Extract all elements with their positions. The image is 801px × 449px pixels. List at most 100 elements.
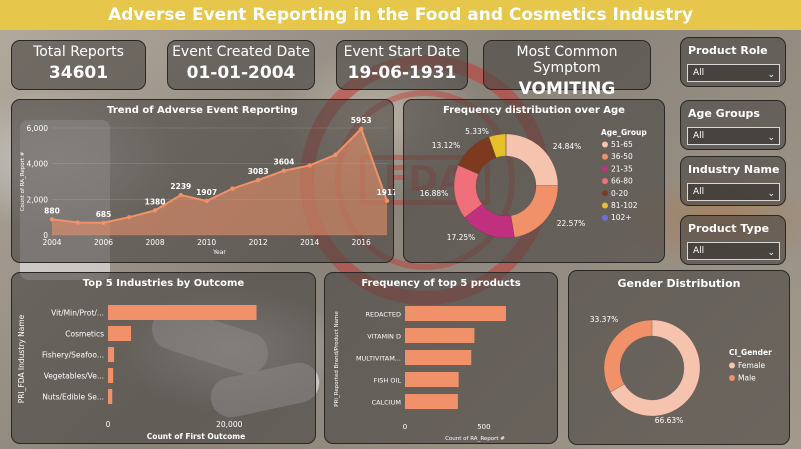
kpi-label: Event Start Date bbox=[343, 44, 461, 60]
slicer-product-type: Product Type All ⌄ bbox=[680, 215, 786, 265]
y-axis-label: PRI_Reported Brand/Product Name bbox=[334, 311, 340, 407]
area-fill bbox=[52, 128, 387, 235]
legend-marker bbox=[602, 165, 608, 172]
kpi-value: 01-01-2004 bbox=[186, 63, 296, 83]
chevron-down-icon: ⌄ bbox=[767, 248, 775, 258]
kpi-label: Event Created Date bbox=[172, 44, 310, 60]
legend-label: Female bbox=[738, 361, 766, 370]
x-tick-label: 2010 bbox=[197, 238, 216, 247]
data-label: 3604 bbox=[273, 158, 294, 167]
kpi-value: VOMITING bbox=[518, 79, 616, 99]
kpi-event-start-date: Event Start Date 19-06-1931 bbox=[336, 40, 468, 90]
pie-slice bbox=[488, 133, 507, 158]
bar bbox=[108, 305, 257, 320]
legend-label: 21-35 bbox=[611, 164, 633, 173]
chart-title: Frequency of top 5 products bbox=[361, 278, 521, 289]
data-label: 685 bbox=[96, 210, 112, 219]
bar bbox=[405, 350, 472, 365]
legend-label: 81-102 bbox=[611, 201, 638, 210]
x-tick-label: 2004 bbox=[42, 238, 61, 247]
industry-name-dropdown[interactable]: All ⌄ bbox=[687, 183, 780, 201]
age-groups-dropdown[interactable]: All ⌄ bbox=[687, 127, 780, 145]
data-label: 3083 bbox=[248, 167, 269, 176]
pie-slice bbox=[610, 319, 701, 417]
kpi-value: 34601 bbox=[48, 63, 109, 83]
legend-marker bbox=[602, 202, 608, 209]
data-point bbox=[49, 217, 55, 222]
data-point bbox=[152, 208, 158, 213]
product-type-dropdown[interactable]: All ⌄ bbox=[687, 242, 780, 260]
dropdown-value: All bbox=[693, 68, 705, 78]
pie-slice bbox=[453, 164, 483, 218]
chevron-down-icon: ⌄ bbox=[767, 70, 775, 80]
slice-label: 22.57% bbox=[557, 219, 586, 228]
pie-slice bbox=[510, 185, 559, 238]
top-products-card: Frequency of top 5 products REDACTED VITA… bbox=[324, 272, 558, 444]
legend-marker bbox=[602, 141, 608, 148]
x-tick-label: 500 bbox=[477, 423, 490, 431]
series-line bbox=[51, 127, 388, 224]
slicer-label: Product Role bbox=[688, 44, 768, 57]
y-axis-label: Count of RA_Report # bbox=[20, 151, 26, 211]
x-axis-label: Count of RA_Report # bbox=[445, 436, 505, 442]
y-tick-label: 0 bbox=[43, 231, 48, 240]
data-point bbox=[281, 168, 287, 173]
bar bbox=[405, 394, 458, 409]
kpi-label: Total Reports bbox=[33, 44, 124, 60]
kpi-value: 19-06-1931 bbox=[347, 63, 457, 83]
x-tick-label: 2006 bbox=[94, 238, 113, 247]
dropdown-value: All bbox=[693, 187, 705, 197]
data-label: 1917 bbox=[377, 188, 395, 197]
kpi-event-created-date: Event Created Date 01-01-2004 bbox=[167, 40, 315, 90]
bar bbox=[405, 306, 506, 321]
legend-marker bbox=[729, 362, 735, 369]
category-label: REDACTED bbox=[366, 311, 401, 319]
data-label: 1380 bbox=[145, 197, 166, 206]
slice-label: 66.63% bbox=[655, 416, 684, 425]
bar bbox=[108, 326, 132, 341]
category-label: FISH OIL bbox=[374, 377, 402, 385]
data-point bbox=[255, 177, 261, 183]
dropdown-value: All bbox=[693, 246, 705, 256]
data-label: 5953 bbox=[351, 116, 372, 125]
chart-title: Top 5 Industries by Outcome bbox=[82, 278, 245, 289]
slicer-label: Industry Name bbox=[688, 163, 780, 176]
data-point bbox=[333, 152, 338, 157]
category-label: CALCIUM bbox=[372, 399, 401, 407]
data-point bbox=[204, 198, 209, 204]
top-industries-card: Top 5 Industries by Outcome Vit/Min/Prot… bbox=[11, 272, 316, 444]
kpi-total-reports: Total Reports 34601 bbox=[11, 40, 146, 90]
dashboard-title: Adverse Event Reporting in the Food and … bbox=[0, 0, 801, 30]
data-point bbox=[178, 192, 184, 198]
legend-marker bbox=[602, 190, 608, 197]
data-point bbox=[75, 220, 80, 225]
data-point bbox=[307, 163, 312, 168]
y-tick-label: 2,000 bbox=[27, 195, 49, 204]
slicer-label: Product Type bbox=[688, 222, 770, 235]
data-point bbox=[359, 126, 364, 132]
kpi-label: Most Common Symptom bbox=[516, 44, 618, 76]
x-tick-label: 2012 bbox=[249, 238, 268, 247]
product-role-dropdown[interactable]: All ⌄ bbox=[687, 64, 780, 82]
slice-label: 13.12% bbox=[432, 141, 461, 150]
dropdown-value: All bbox=[693, 131, 705, 141]
age-distribution-card: Frequency distribution over Age 24.84% 22… bbox=[403, 99, 665, 263]
legend-label: 36-50 bbox=[611, 152, 633, 161]
bar bbox=[108, 389, 113, 404]
legend-title: Age_Group bbox=[601, 128, 647, 137]
slicer-age-groups: Age Groups All ⌄ bbox=[680, 100, 786, 150]
pie-slice bbox=[603, 319, 653, 393]
category-label: Fishery/Seafoo... bbox=[42, 351, 104, 360]
products-bar-chart: REDACTED VITAMIN D MULTIVITAM... FISH OIL CA… bbox=[334, 306, 506, 442]
chart-title: Frequency distribution over Age bbox=[443, 105, 625, 116]
gender-distribution-card: Gender Distribution 66.63% 33.37% CI_Gende… bbox=[568, 270, 790, 445]
slicer-label: Age Groups bbox=[688, 107, 760, 120]
legend-marker bbox=[602, 178, 608, 185]
category-label: VITAMIN D bbox=[367, 333, 401, 341]
category-label: Nuts/Edible Se... bbox=[42, 393, 104, 402]
x-axis-label: Year bbox=[212, 249, 226, 256]
x-tick-label: 2014 bbox=[300, 238, 319, 247]
slicer-product-role: Product Role All ⌄ bbox=[680, 37, 786, 87]
data-label: 2239 bbox=[170, 182, 191, 191]
kpi-most-common-symptom: Most Common Symptom VOMITING bbox=[483, 40, 651, 99]
